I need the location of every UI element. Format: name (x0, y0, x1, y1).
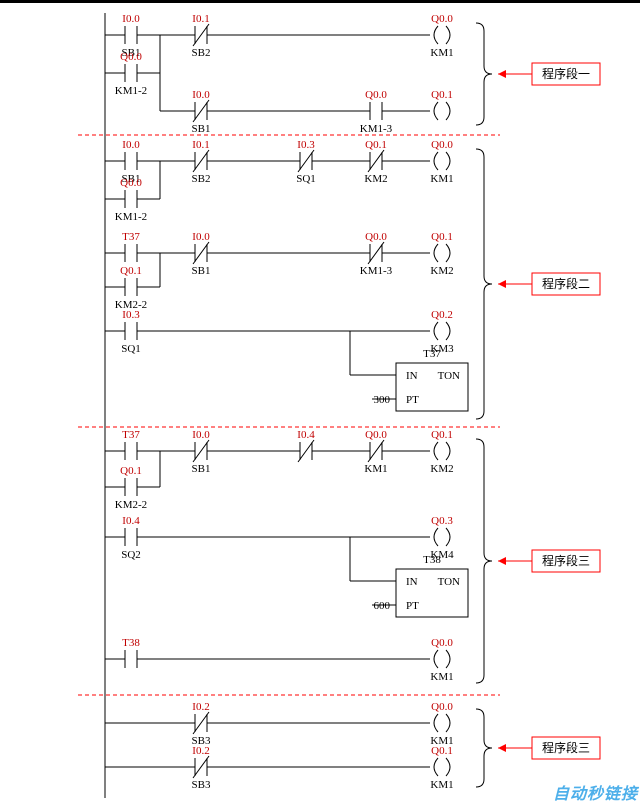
svg-text:SB2: SB2 (192, 47, 211, 59)
svg-text:I0.1: I0.1 (192, 139, 209, 151)
svg-text:KM1: KM1 (364, 463, 387, 475)
svg-text:KM1-2: KM1-2 (115, 85, 147, 97)
svg-text:Q0.1: Q0.1 (365, 139, 387, 151)
watermark: 自动秒链接 (553, 780, 638, 804)
svg-text:程序段一: 程序段一 (542, 66, 590, 81)
svg-text:SQ2: SQ2 (121, 549, 141, 561)
svg-text:KM2: KM2 (364, 173, 387, 185)
svg-text:I0.4: I0.4 (122, 515, 140, 527)
svg-text:Q0.0: Q0.0 (365, 231, 387, 243)
svg-text:程序段二: 程序段二 (542, 276, 590, 291)
svg-text:SB1: SB1 (192, 265, 211, 277)
svg-text:TON: TON (438, 576, 460, 588)
svg-text:TON: TON (438, 370, 460, 382)
svg-text:I0.0: I0.0 (122, 13, 140, 25)
svg-text:Q0.0: Q0.0 (120, 177, 142, 189)
svg-text:I0.0: I0.0 (122, 139, 140, 151)
svg-text:Q0.0: Q0.0 (431, 139, 453, 151)
svg-text:SB1: SB1 (192, 123, 211, 135)
svg-text:T38: T38 (122, 637, 140, 649)
svg-text:SQ1: SQ1 (121, 343, 141, 355)
svg-text:Q0.2: Q0.2 (431, 309, 453, 321)
svg-text:Q0.1: Q0.1 (431, 89, 453, 101)
svg-text:IN: IN (406, 576, 418, 588)
ladder-svg: I0.0 SB1 I0.1 SB2 Q0.0 KM1 Q0.0 KM1-2 I0.0 SB1 Q0.… (0, 3, 640, 803)
svg-text:SB3: SB3 (192, 779, 211, 791)
svg-text:IN: IN (406, 370, 418, 382)
svg-text:Q0.1: Q0.1 (120, 265, 142, 277)
svg-text:300: 300 (374, 394, 391, 406)
svg-text:Q0.0: Q0.0 (120, 51, 142, 63)
svg-text:KM1-3: KM1-3 (360, 265, 393, 277)
svg-text:Q0.0: Q0.0 (431, 701, 453, 713)
svg-text:I0.0: I0.0 (192, 89, 210, 101)
svg-text:Q0.1: Q0.1 (431, 231, 453, 243)
svg-text:KM2-2: KM2-2 (115, 499, 147, 511)
svg-text:I0.0: I0.0 (192, 429, 210, 441)
svg-text:KM2: KM2 (430, 265, 453, 277)
svg-text:I0.0: I0.0 (192, 231, 210, 243)
svg-text:程序段三: 程序段三 (542, 740, 590, 755)
svg-text:SQ1: SQ1 (296, 173, 316, 185)
svg-text:KM1: KM1 (430, 47, 453, 59)
svg-text:PT: PT (406, 600, 419, 612)
svg-text:Q0.1: Q0.1 (431, 429, 453, 441)
svg-text:Q0.1: Q0.1 (120, 465, 142, 477)
svg-text:KM1: KM1 (430, 779, 453, 791)
svg-text:Q0.0: Q0.0 (431, 637, 453, 649)
svg-text:KM1: KM1 (430, 173, 453, 185)
svg-text:T38: T38 (423, 554, 441, 566)
svg-text:Q0.0: Q0.0 (431, 13, 453, 25)
svg-text:T37: T37 (122, 429, 140, 441)
svg-text:Q0.0: Q0.0 (365, 429, 387, 441)
svg-text:KM1: KM1 (430, 671, 453, 683)
svg-text:Q0.3: Q0.3 (431, 515, 453, 527)
svg-text:PT: PT (406, 394, 419, 406)
svg-text:SB1: SB1 (192, 463, 211, 475)
svg-text:KM1-3: KM1-3 (360, 123, 393, 135)
svg-text:T37: T37 (423, 348, 441, 360)
svg-text:600: 600 (374, 600, 391, 612)
ladder-diagram-page: I0.0 SB1 I0.1 SB2 Q0.0 KM1 Q0.0 KM1-2 I0.0 SB1 Q0.… (0, 0, 640, 806)
svg-text:I0.4: I0.4 (297, 429, 315, 441)
svg-text:Q0.1: Q0.1 (431, 745, 453, 757)
svg-text:I0.2: I0.2 (192, 701, 209, 713)
svg-text:Q0.0: Q0.0 (365, 89, 387, 101)
svg-text:I0.3: I0.3 (297, 139, 315, 151)
svg-text:I0.1: I0.1 (192, 13, 209, 25)
svg-text:T37: T37 (122, 231, 140, 243)
svg-text:I0.3: I0.3 (122, 309, 140, 321)
svg-text:SB2: SB2 (192, 173, 211, 185)
svg-text:KM1-2: KM1-2 (115, 211, 147, 223)
svg-text:程序段三: 程序段三 (542, 553, 590, 568)
svg-text:I0.2: I0.2 (192, 745, 209, 757)
svg-text:KM2: KM2 (430, 463, 453, 475)
